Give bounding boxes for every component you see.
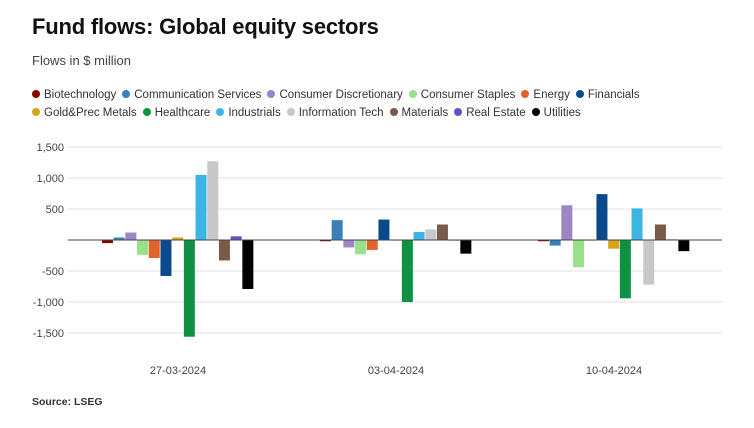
legend-label: Communication Services [134, 89, 262, 101]
legend-swatch [454, 108, 463, 116]
bar-materials-0 [218, 240, 230, 261]
bar-consumer-staples-2 [573, 240, 585, 268]
legend-label: Gold&Prec Metals [44, 107, 137, 119]
legend-item: Consumer Discretionary [267, 86, 403, 104]
y-tick-label: -1,500 [33, 328, 64, 340]
legend-label: Healthcare [154, 107, 211, 119]
y-tick-label: 1,500 [36, 142, 64, 154]
bar-healthcare-0 [183, 240, 195, 337]
legend-item: Consumer Staples [408, 86, 516, 104]
bar-utilities-2 [678, 240, 690, 252]
bar-energy-0 [148, 240, 160, 258]
legend-label: Industrials [228, 107, 281, 119]
legend-swatch [32, 108, 40, 116]
x-tick-label: 10-04-2024 [586, 365, 642, 377]
x-tick-label: 03-04-2024 [368, 365, 424, 377]
bar-biotechnology-1 [319, 240, 331, 242]
bar-consumer-discretionary-0 [125, 232, 137, 240]
legend-label: Materials [401, 107, 449, 119]
legend-swatch [32, 90, 40, 98]
y-tick-label: -1,000 [33, 297, 64, 309]
bar-financials-2 [596, 194, 608, 240]
source-note: Source: LSEG [32, 396, 103, 408]
bar-financials-0 [160, 240, 172, 276]
bar-financials-1 [378, 219, 390, 240]
legend-item: Energy [521, 86, 570, 104]
bar-consumer-staples-0 [137, 240, 149, 255]
bar-healthcare-2 [619, 240, 631, 299]
chart-subtitle: Flows in $ million [32, 53, 131, 68]
chart-legend: Biotechnology Communication Services Consu… [32, 86, 722, 122]
legend-swatch [216, 108, 225, 116]
bar-gold-prec-metals-2 [608, 240, 620, 249]
legend-item: Biotechnology [32, 86, 116, 104]
legend-swatch [267, 90, 276, 98]
bar-industrials-0 [195, 174, 207, 240]
legend-item: Information Tech [286, 104, 384, 122]
legend-item: Financials [575, 86, 640, 104]
bar-real-estate-0 [230, 236, 242, 240]
legend-item: Communication Services [122, 86, 261, 104]
bar-communication-services-1 [331, 220, 343, 240]
legend-item: Materials [389, 104, 449, 122]
x-tick-label: 27-03-2024 [150, 365, 206, 377]
legend-item: Healthcare [142, 104, 211, 122]
legend-swatch [389, 108, 398, 116]
legend-label: Consumer Staples [420, 89, 516, 101]
y-tick-label: 500 [46, 204, 64, 216]
bar-energy-1 [366, 240, 378, 250]
bar-consumer-discretionary-2 [561, 205, 573, 240]
legend-swatch [408, 90, 417, 98]
bar-communication-services-0 [113, 237, 125, 240]
legend-item: Real Estate [454, 104, 526, 122]
legend-swatch [575, 90, 584, 98]
legend-item: Utilities [531, 104, 581, 122]
bar-healthcare-1 [401, 240, 413, 302]
bar-materials-2 [654, 224, 666, 240]
chart-title: Fund flows: Global equity sectors [32, 14, 379, 39]
bar-industrials-1 [413, 231, 425, 240]
y-tick-label: 1,000 [36, 173, 64, 185]
legend-swatch [531, 108, 540, 116]
legend-label: Biotechnology [44, 89, 117, 101]
legend-item: Gold&Prec Metals [32, 104, 137, 122]
bar-industrials-2 [631, 208, 643, 240]
legend-swatch [286, 108, 295, 116]
legend-label: Real Estate [466, 107, 526, 119]
bar-utilities-1 [460, 240, 472, 254]
bar-consumer-discretionary-1 [343, 240, 355, 248]
y-tick-label: -500 [42, 266, 64, 278]
bar-gold-prec-metals-0 [172, 237, 184, 240]
bar-consumer-staples-1 [355, 240, 367, 255]
legend-label: Financials [587, 89, 640, 101]
bar-information-tech-2 [643, 240, 655, 285]
bar-materials-1 [436, 224, 448, 240]
legend-label: Energy [533, 89, 570, 101]
legend-swatch [521, 90, 530, 98]
bar-biotechnology-0 [101, 240, 113, 244]
legend-swatch [122, 90, 131, 98]
bar-information-tech-1 [425, 229, 437, 240]
bar-biotechnology-2 [537, 240, 549, 242]
bar-communication-services-2 [549, 240, 561, 246]
bar-utilities-0 [242, 240, 254, 289]
legend-label: Utilities [543, 107, 581, 119]
legend-item: Industrials [216, 104, 281, 122]
legend-label: Information Tech [298, 107, 384, 119]
legend-swatch [142, 108, 151, 116]
bar-information-tech-0 [207, 161, 219, 240]
legend-label: Consumer Discretionary [279, 89, 403, 101]
